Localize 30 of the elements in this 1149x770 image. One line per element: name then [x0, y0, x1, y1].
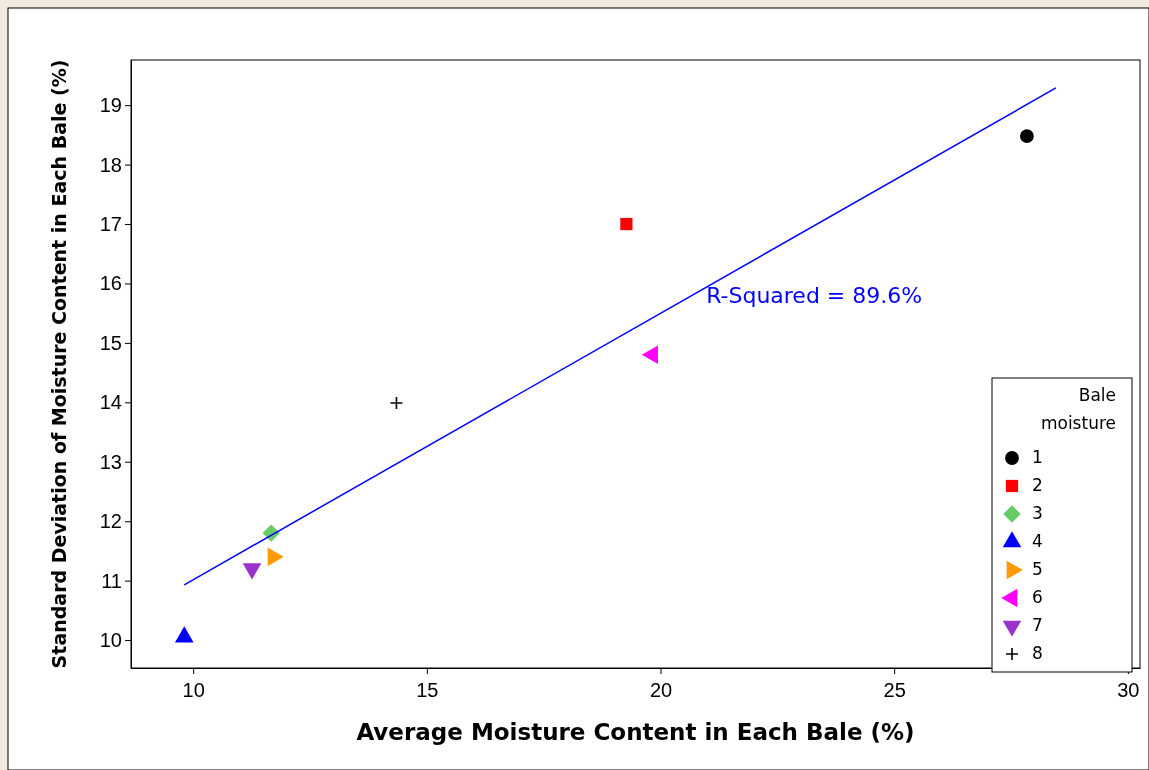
legend-label: 1 [1032, 447, 1043, 467]
y-tick-label: 10 [99, 628, 122, 651]
x-tick-label: 30 [1117, 679, 1140, 701]
y-tick-label: 13 [99, 450, 122, 473]
legend-label: 2 [1032, 475, 1043, 495]
legend-label: 7 [1032, 615, 1043, 635]
legend-label: 5 [1032, 559, 1043, 579]
x-axis-title: Average Moisture Content in Each Bale (%) [356, 719, 915, 745]
y-axis-title: Standard Deviation of Moisture Content in Each Bale (%) [48, 59, 70, 669]
legend-title: Bale moisture [1040, 385, 1116, 433]
y-tick-label: 17 [99, 212, 122, 235]
y-tick-label: 19 [99, 94, 122, 117]
x-tick-label: 15 [416, 679, 439, 701]
point [1019, 129, 1034, 143]
y-tick-label: 12 [99, 510, 122, 533]
y-tick-label: 15 [99, 331, 122, 354]
y-tick-label: 18 [99, 153, 122, 176]
point [620, 217, 633, 231]
legend-label: 6 [1032, 587, 1043, 607]
legend-label: 4 [1032, 531, 1043, 551]
x-tick-label: 20 [649, 679, 673, 701]
legend-label: 3 [1032, 503, 1043, 523]
annotation: R-Squared = 89.6% [706, 283, 923, 309]
y-tick-label: 11 [101, 569, 122, 592]
y-tick-label: 16 [99, 272, 122, 295]
legend-label: 8 [1032, 643, 1043, 663]
point [389, 396, 404, 410]
y-tick-label: 14 [99, 391, 122, 414]
x-tick-label: 10 [182, 679, 205, 701]
x-tick-label: 25 [883, 679, 906, 701]
